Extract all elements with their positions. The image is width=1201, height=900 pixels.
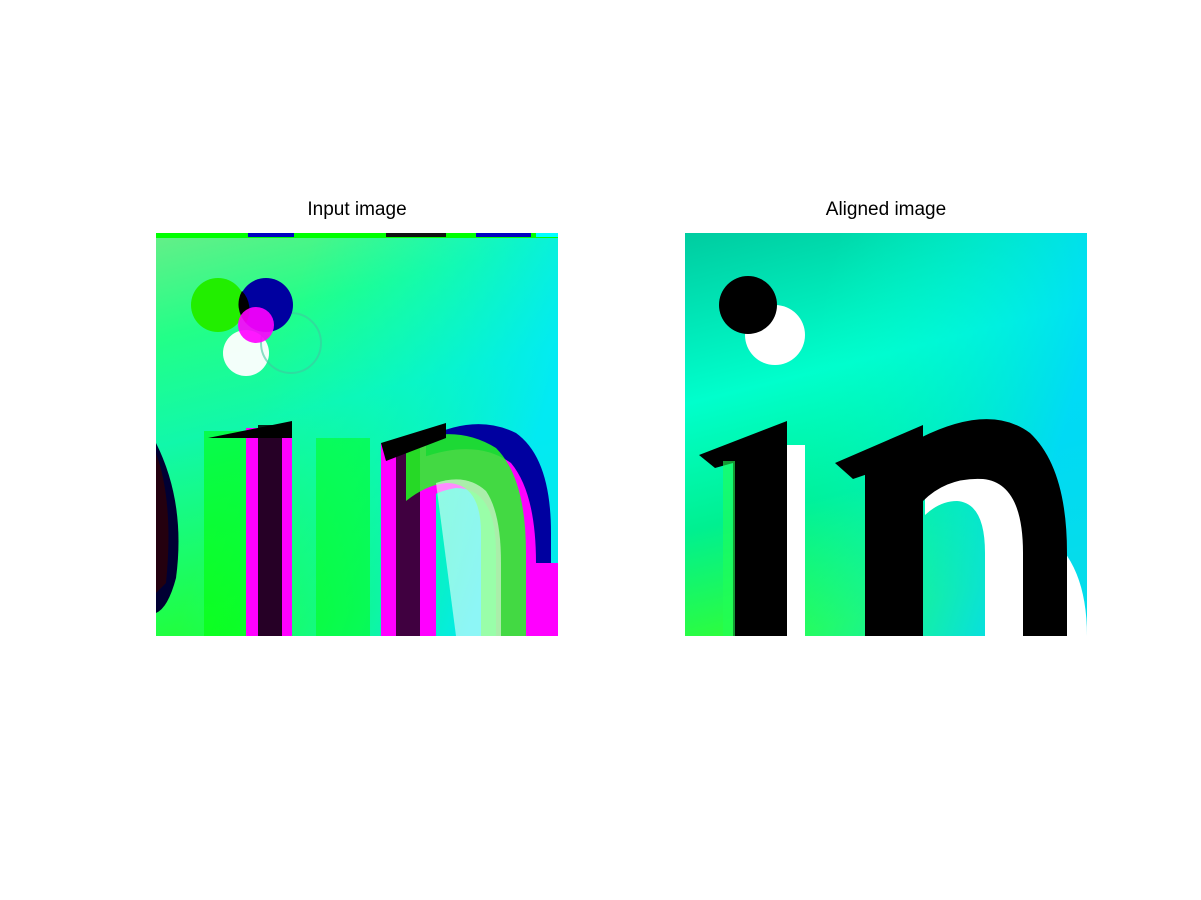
aligned-image-panel: Aligned image — [685, 196, 1087, 636]
input-image-panel: Input image — [156, 196, 558, 636]
input-image-title: Input image — [307, 199, 407, 220]
aligned-image-title: Aligned image — [825, 199, 947, 220]
aligned-image — [685, 233, 1087, 636]
input-image — [156, 233, 558, 636]
